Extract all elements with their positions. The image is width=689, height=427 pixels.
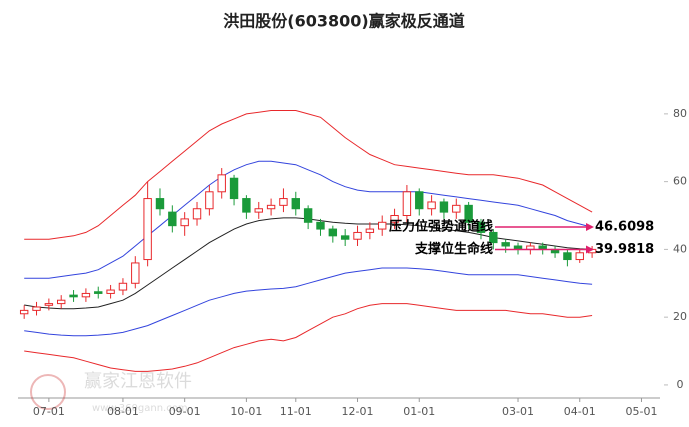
channel-line bbox=[24, 110, 593, 240]
candle-body bbox=[192, 208, 202, 220]
y-tick-label: 40 bbox=[673, 242, 687, 255]
x-tick-label: 07-01 bbox=[33, 405, 65, 418]
candle-body bbox=[316, 221, 325, 230]
candle-body bbox=[155, 198, 165, 210]
channel-line bbox=[24, 160, 593, 279]
candle-body bbox=[217, 174, 226, 193]
x-tick-label: 04-01 bbox=[564, 405, 596, 418]
candle-body bbox=[44, 303, 54, 306]
candle-body bbox=[353, 231, 362, 240]
watermark: 赢家江恩软件 www.360gann.com bbox=[30, 370, 192, 414]
candle-body bbox=[415, 191, 424, 210]
candle-body bbox=[402, 191, 412, 217]
annotation-text: 支撑位生命线 bbox=[414, 241, 493, 257]
watermark-url: www.360gann.com bbox=[92, 403, 188, 414]
candle-body bbox=[229, 177, 239, 200]
x-tick-label: 03-01 bbox=[502, 405, 534, 418]
x-tick-label: 11-01 bbox=[280, 405, 312, 418]
candle-body bbox=[328, 228, 338, 237]
candle-body bbox=[94, 291, 103, 294]
candle-body bbox=[69, 294, 78, 298]
candle-body bbox=[439, 201, 449, 213]
x-tick-label: 05-01 bbox=[625, 405, 657, 418]
y-tick-label: 0 bbox=[677, 378, 684, 391]
arrow-head bbox=[586, 245, 594, 254]
candle-body bbox=[501, 242, 510, 247]
annotation-value: 39.9818 bbox=[595, 242, 654, 257]
candle-body bbox=[464, 204, 473, 223]
candle-body bbox=[575, 252, 584, 261]
candle-body bbox=[131, 262, 140, 284]
candle-body bbox=[390, 215, 399, 223]
y-tick-label: 20 bbox=[673, 310, 687, 323]
candle-body bbox=[476, 221, 486, 233]
candle-body bbox=[205, 191, 214, 210]
candle-body bbox=[427, 201, 436, 210]
annotation-text: 压力位强势通道线 bbox=[389, 218, 493, 234]
candle-body bbox=[19, 309, 29, 315]
watermark-logo bbox=[30, 374, 66, 410]
candle-body bbox=[32, 306, 41, 311]
candle-body bbox=[143, 198, 152, 261]
candle-body bbox=[242, 198, 251, 213]
candle-body bbox=[106, 289, 115, 294]
candle-body bbox=[81, 292, 91, 298]
candle-body bbox=[291, 198, 300, 210]
candle-body bbox=[340, 235, 350, 240]
x-tick-label: 09-01 bbox=[169, 405, 201, 418]
candle-body bbox=[303, 208, 313, 223]
y-tick-label: 60 bbox=[673, 175, 687, 188]
candle-body bbox=[452, 204, 461, 213]
x-tick-label: 10-01 bbox=[230, 405, 262, 418]
candle-body bbox=[378, 221, 387, 230]
candle-body bbox=[266, 204, 276, 210]
arrow-head bbox=[586, 222, 594, 231]
x-tick-label: 01-01 bbox=[403, 405, 435, 418]
candle-body bbox=[365, 228, 375, 233]
y-tick-label: 80 bbox=[673, 107, 687, 120]
x-tick-label: 12-01 bbox=[342, 405, 374, 418]
candle-body bbox=[279, 198, 288, 206]
candle-body bbox=[118, 282, 128, 291]
channel-line bbox=[24, 303, 593, 372]
candle-body bbox=[563, 252, 572, 261]
watermark-text: 赢家江恩软件 bbox=[84, 370, 192, 392]
candle-body bbox=[489, 231, 498, 244]
channel-line bbox=[24, 267, 593, 337]
annotation-value: 46.6098 bbox=[595, 219, 654, 234]
candle-body bbox=[180, 218, 189, 227]
candle-body bbox=[168, 211, 177, 227]
candle-body bbox=[57, 299, 66, 305]
chart-title: 洪田股份(603800)赢家极反通道 bbox=[223, 12, 464, 31]
x-tick-label: 08-01 bbox=[107, 405, 139, 418]
candle-body bbox=[254, 208, 263, 213]
